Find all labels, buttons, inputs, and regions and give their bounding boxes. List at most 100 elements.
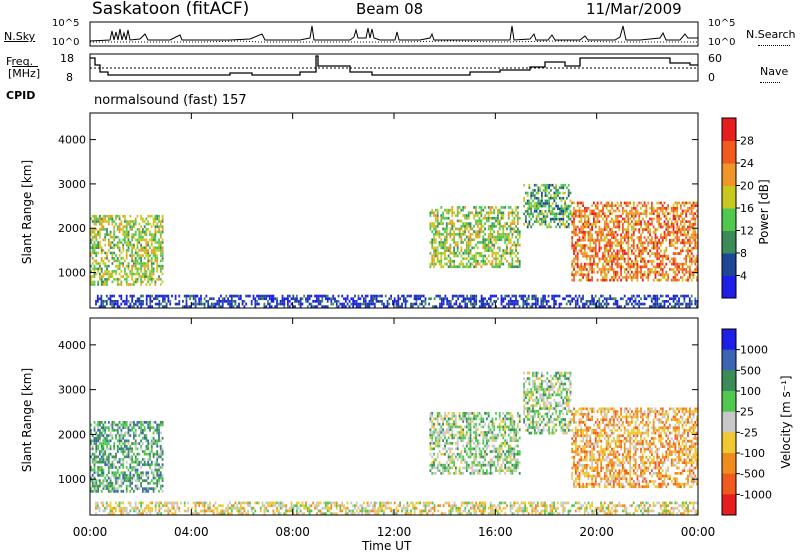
- echo-cell: [158, 278, 160, 281]
- echo-cell: [424, 300, 427, 303]
- echo-cell: [159, 243, 162, 247]
- echo-cell: [91, 468, 94, 472]
- echo-cell: [616, 217, 619, 221]
- echo-cell: [497, 425, 499, 429]
- echo-cell: [647, 236, 650, 239]
- echo-cell: [515, 466, 517, 470]
- echo-cell: [678, 225, 680, 229]
- echo-cell: [487, 444, 490, 448]
- echo-cell: [440, 246, 443, 250]
- echo-cell: [125, 241, 128, 244]
- echo-cell: [569, 204, 572, 208]
- echo-cell: [100, 300, 103, 303]
- echo-cell: [462, 233, 465, 236]
- echo-cell: [194, 300, 197, 303]
- echo-cell: [687, 302, 689, 306]
- echo-cell: [478, 469, 481, 472]
- echo-cell: [676, 228, 679, 231]
- echo-cell: [652, 270, 655, 274]
- echo-cell: [622, 212, 624, 215]
- echo-cell: [210, 297, 213, 301]
- echo-cell: [442, 297, 445, 301]
- echo-cell: [431, 262, 434, 266]
- echo-cell: [124, 431, 126, 435]
- echo-cell: [447, 452, 450, 456]
- echo-cell: [451, 233, 454, 236]
- echo-cell: [462, 444, 465, 448]
- echo-cell: [154, 280, 157, 284]
- echo-cell: [368, 300, 371, 303]
- echo-cell: [149, 214, 151, 218]
- echo-cell: [515, 436, 517, 440]
- echo-cell: [685, 212, 688, 215]
- echo-cell: [654, 244, 657, 247]
- echo-cell: [150, 249, 153, 252]
- echo-cell: [156, 426, 159, 429]
- echo-cell: [473, 300, 476, 303]
- echo-cell: [156, 468, 159, 472]
- echo-cell: [517, 243, 519, 247]
- echo-cell: [638, 222, 641, 226]
- echo-cell: [447, 428, 450, 432]
- echo-cell: [598, 244, 601, 247]
- echo-cell: [602, 209, 604, 213]
- echo-cell: [656, 262, 659, 266]
- echo-cell: [429, 469, 432, 472]
- echo-cell: [513, 241, 516, 244]
- echo-cell: [113, 270, 116, 273]
- echo-cell: [429, 428, 432, 432]
- echo-cell: [159, 283, 162, 286]
- echo-cell: [660, 209, 662, 213]
- echo-cell: [656, 300, 659, 303]
- echo-cell: [97, 460, 99, 464]
- echo-cell: [480, 214, 483, 217]
- echo-cell: [609, 209, 612, 213]
- echo-cell: [131, 272, 133, 276]
- echo-cell: [506, 251, 508, 255]
- echo-cell: [652, 230, 655, 234]
- echo-cell: [506, 466, 508, 470]
- echo-cell: [580, 212, 583, 215]
- echo-cell: [109, 482, 112, 485]
- echo-cell: [618, 222, 621, 226]
- echo-cell: [475, 458, 477, 462]
- echo-cell: [495, 260, 497, 263]
- echo-cell: [596, 220, 599, 223]
- echo-cell: [687, 305, 689, 308]
- echo-cell: [133, 423, 135, 427]
- echo-cell: [625, 252, 628, 255]
- echo-cell: [124, 302, 126, 306]
- echo-cell: [102, 452, 105, 456]
- echo-cell: [145, 487, 148, 490]
- echo-cell: [598, 212, 601, 215]
- echo-cell: [410, 305, 412, 308]
- echo-cell: [91, 482, 94, 485]
- echo-cell: [567, 294, 570, 298]
- echo-cell: [641, 276, 644, 279]
- echo-cell: [442, 216, 444, 220]
- echo-cell: [431, 254, 434, 258]
- echo-cell: [97, 251, 99, 255]
- echo-cell: [344, 305, 347, 308]
- echo-cell: [230, 294, 233, 298]
- echo-cell: [530, 194, 533, 197]
- echo-cell: [156, 225, 159, 228]
- echo-cell: [207, 300, 210, 303]
- echo-cell: [502, 436, 505, 440]
- echo-cell: [557, 207, 559, 210]
- echo-cell: [551, 207, 554, 210]
- echo-cell: [102, 228, 105, 231]
- echo-cell: [591, 262, 593, 266]
- echo-cell: [518, 233, 521, 236]
- echo-cell: [113, 302, 115, 306]
- echo-cell: [513, 428, 516, 432]
- echo-cell: [341, 302, 344, 306]
- echo-cell: [491, 436, 494, 440]
- echo-cell: [625, 302, 628, 306]
- echo-cell: [90, 447, 92, 451]
- echo-cell: [598, 238, 601, 242]
- echo-cell: [591, 300, 593, 303]
- echo-cell: [422, 305, 425, 308]
- echo-cell: [131, 297, 134, 301]
- echo-cell: [241, 300, 244, 303]
